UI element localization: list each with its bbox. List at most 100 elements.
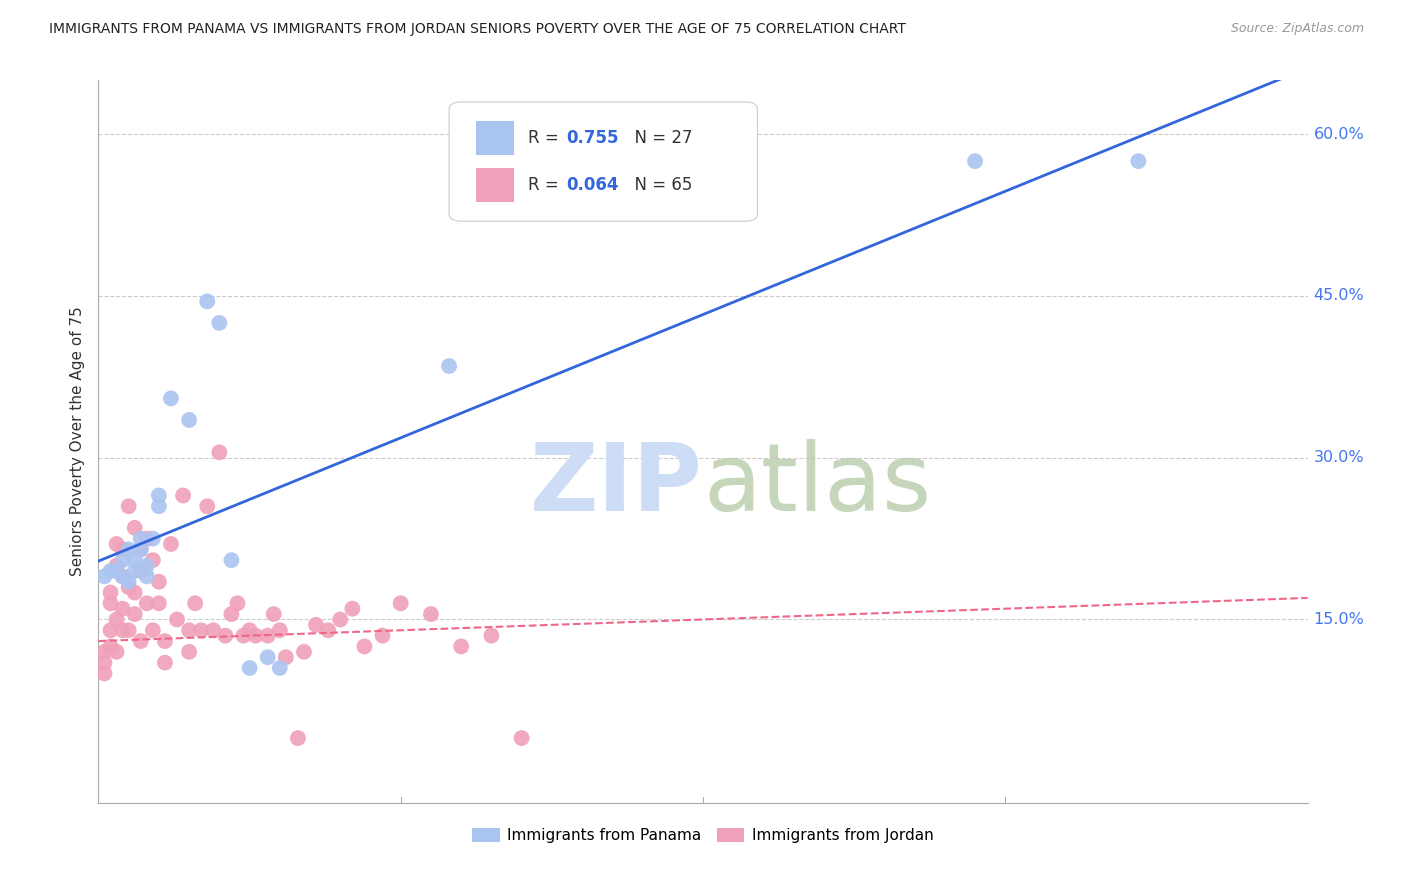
Point (389, 596, 412, 610)
Point (195, 500, 218, 514)
Point (450, 640, 472, 654)
Point (245, 629, 267, 643)
Point (226, 596, 249, 610)
Point (124, 521, 146, 535)
Point (195, 294, 218, 309)
Point (100, 624, 122, 638)
Point (111, 553, 134, 567)
Point (184, 596, 207, 610)
Text: N = 27: N = 27 (624, 129, 693, 147)
Point (1128, 154, 1150, 169)
Point (135, 596, 157, 610)
Legend: Immigrants from Panama, Immigrants from Jordan: Immigrants from Panama, Immigrants from … (467, 822, 939, 849)
Point (129, 634, 152, 648)
Point (256, 650, 278, 665)
Text: IMMIGRANTS FROM PANAMA VS IMMIGRANTS FROM JORDAN SENIORS POVERTY OVER THE AGE OF: IMMIGRANTS FROM PANAMA VS IMMIGRANTS FRO… (49, 22, 905, 37)
Point (105, 564, 128, 578)
Point (208, 445, 231, 459)
Point (214, 629, 236, 643)
Point (100, 564, 122, 578)
Point (135, 558, 157, 573)
Point (221, 553, 243, 567)
Point (93, 645, 115, 659)
Point (371, 629, 394, 643)
Point (124, 607, 146, 621)
Point (100, 596, 122, 610)
Point (118, 500, 141, 514)
Point (179, 624, 201, 638)
Point (135, 532, 157, 546)
Point (111, 624, 134, 638)
Point (239, 661, 262, 675)
Point (100, 640, 122, 654)
Point (105, 612, 128, 626)
Point (129, 532, 152, 546)
Point (179, 413, 201, 427)
Point (111, 542, 134, 557)
Point (305, 618, 328, 632)
FancyBboxPatch shape (449, 102, 758, 221)
Y-axis label: Seniors Poverty Over the Age of 75: Seniors Poverty Over the Age of 75 (69, 307, 84, 576)
Point (142, 624, 165, 638)
Bar (475, 120, 515, 155)
Point (287, 731, 309, 745)
Point (153, 656, 176, 670)
Point (221, 607, 243, 621)
Point (239, 624, 262, 638)
Point (965, 154, 987, 169)
Text: R =: R = (527, 176, 564, 194)
Point (190, 624, 212, 638)
Point (316, 624, 339, 638)
Point (111, 569, 134, 583)
Point (202, 624, 225, 638)
Point (481, 629, 503, 643)
Point (142, 553, 165, 567)
Text: N = 65: N = 65 (624, 176, 693, 194)
Text: 15.0%: 15.0% (1313, 612, 1364, 627)
Point (342, 601, 364, 615)
Point (510, 731, 533, 745)
Point (329, 612, 352, 626)
Point (148, 500, 170, 514)
Point (111, 601, 134, 615)
Point (160, 392, 183, 406)
Point (353, 640, 375, 654)
Point (160, 537, 183, 551)
Point (148, 596, 170, 610)
Point (93, 666, 115, 681)
Point (124, 553, 146, 567)
Point (135, 569, 157, 583)
Text: 30.0%: 30.0% (1313, 450, 1364, 466)
Text: ZIP: ZIP (530, 439, 703, 531)
Text: 0.064: 0.064 (567, 176, 619, 194)
Point (93, 656, 115, 670)
Text: 0.755: 0.755 (567, 129, 619, 147)
Point (118, 624, 141, 638)
Point (274, 650, 297, 665)
Text: atlas: atlas (703, 439, 931, 531)
Point (105, 645, 128, 659)
Point (129, 542, 152, 557)
Point (124, 564, 146, 578)
Point (142, 532, 165, 546)
Point (93, 569, 115, 583)
Point (166, 612, 188, 626)
Point (256, 629, 278, 643)
Point (269, 661, 291, 675)
Point (118, 580, 141, 594)
Point (105, 558, 128, 573)
Point (111, 569, 134, 583)
Point (153, 634, 176, 648)
Bar (475, 168, 515, 202)
Point (118, 542, 141, 557)
Point (100, 585, 122, 599)
Point (148, 488, 170, 502)
Point (208, 316, 231, 330)
Text: R =: R = (527, 129, 564, 147)
Point (129, 564, 152, 578)
Text: 60.0%: 60.0% (1313, 127, 1364, 142)
Text: Source: ZipAtlas.com: Source: ZipAtlas.com (1230, 22, 1364, 36)
Point (269, 624, 291, 638)
Point (232, 629, 254, 643)
Point (263, 607, 285, 621)
